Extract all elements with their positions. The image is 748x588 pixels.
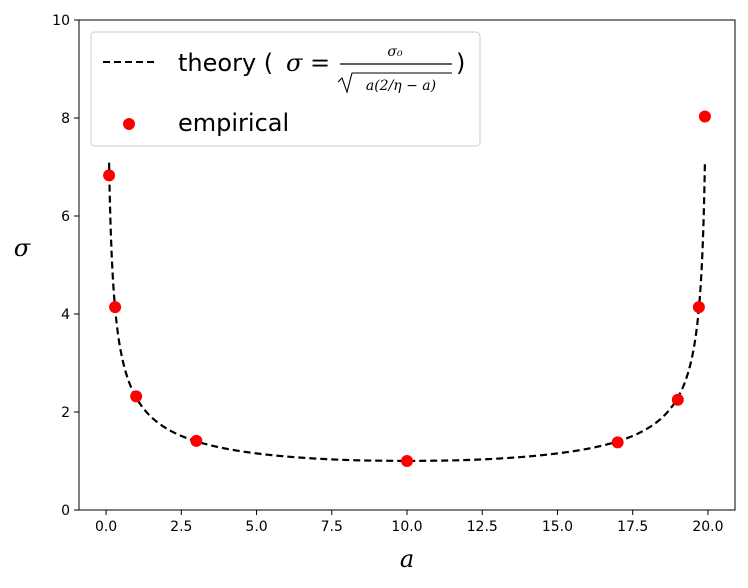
x-tick-label: 0.0 [95,519,117,535]
legend-formula-numerator: σ₀ [387,44,403,60]
theory-curve [107,162,707,463]
legend: theory ( σ = σ₀ a(2/η − a) ) empirical [90,31,481,147]
y-axis-ticks: 0 2 4 6 8 10 [52,13,79,519]
y-tick-label: 6 [61,209,70,225]
legend-theory-lhs: σ = [286,49,330,77]
x-tick-label: 7.5 [321,519,343,535]
empirical-point [109,301,122,314]
x-axis-label: a [400,545,414,573]
y-axis-label: σ [14,234,31,262]
empirical-point [103,169,116,182]
x-tick-label: 17.5 [617,519,648,535]
y-tick-label: 2 [61,405,70,421]
empirical-point [190,434,203,447]
x-tick-label: 20.0 [692,519,723,535]
x-tick-label: 12.5 [467,519,498,535]
legend-theory-suffix: ) [456,49,465,77]
empirical-points-layer [103,110,711,467]
y-tick-label: 0 [61,503,70,519]
empirical-point [130,390,143,403]
legend-theory-prefix: theory ( [178,49,273,77]
y-tick-label: 8 [61,111,70,127]
x-tick-label: 15.0 [542,519,573,535]
empirical-point [401,455,413,467]
y-tick-label: 10 [52,13,70,29]
y-tick-label: 4 [61,307,70,323]
x-tick-label: 2.5 [170,519,192,535]
x-axis-ticks: 0.0 2.5 5.0 7.5 10.0 12.5 15.0 17.5 20.0 [95,510,724,535]
legend-formula-denominator: a(2/η − a) [366,78,436,94]
x-tick-label: 5.0 [245,519,267,535]
x-tick-label: 10.0 [391,519,422,535]
legend-empirical-label: empirical [178,109,289,137]
legend-box [90,31,481,147]
legend-formula-sqrt [337,72,452,94]
theory-curve-layer [107,162,707,463]
empirical-point [698,110,711,123]
empirical-point [611,436,624,449]
legend-empirical-marker [123,118,135,130]
empirical-point [671,393,684,406]
empirical-point [692,301,705,314]
